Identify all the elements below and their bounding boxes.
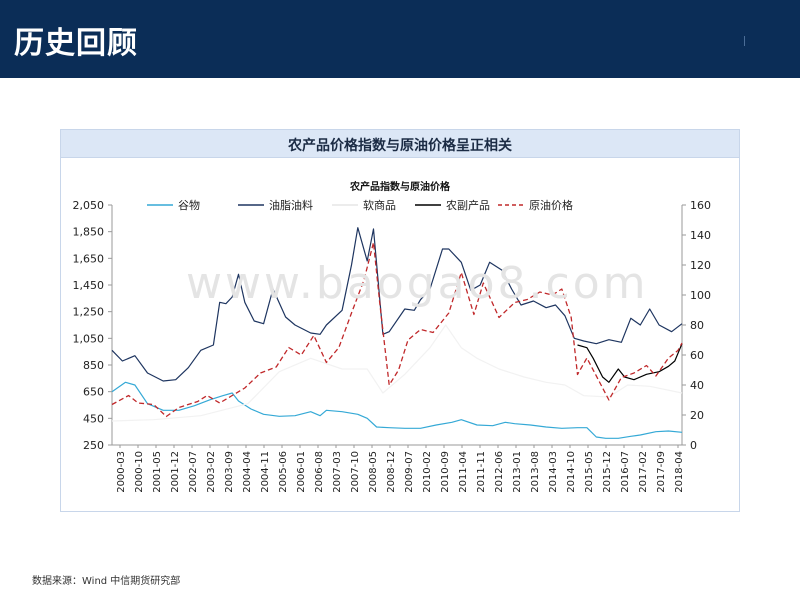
y-right-tick-label: 160 xyxy=(690,199,711,212)
x-tick-label: 2010-09 xyxy=(440,451,451,493)
series-line-1 xyxy=(111,227,683,382)
y-right-tick-label: 20 xyxy=(690,409,704,422)
y-right-tick-label: 120 xyxy=(690,259,711,272)
header-divider-mark xyxy=(744,36,745,46)
y-left-tick-label: 1,650 xyxy=(73,252,105,265)
chart-panel-title: 农产品价格指数与原油价格呈正相关 xyxy=(288,138,512,154)
series-line-2 xyxy=(111,324,683,422)
y-left-tick-label: 1,850 xyxy=(73,226,105,239)
y-right-tick-label: 0 xyxy=(690,439,697,452)
y-right-tick-label: 40 xyxy=(690,379,704,392)
x-tick-label: 2004-11 xyxy=(260,451,271,493)
x-tick-label: 2003-02 xyxy=(206,451,217,493)
x-tick-label: 2015-05 xyxy=(584,451,595,493)
y-left-tick-label: 850 xyxy=(83,359,104,372)
series-line-0 xyxy=(111,381,683,439)
legend-label-1: 油脂油料 xyxy=(269,198,313,212)
chart-panel-titlebar: 农产品价格指数与原油价格呈正相关 xyxy=(61,130,739,158)
x-tick-label: 2008-12 xyxy=(386,451,397,493)
y-left-tick-label: 1,450 xyxy=(73,279,105,292)
x-tick-label: 2008-05 xyxy=(368,451,379,493)
x-tick-label: 2017-09 xyxy=(656,451,667,493)
x-tick-label: 2003-09 xyxy=(224,451,235,493)
x-tick-label: 2006-01 xyxy=(296,451,307,493)
x-tick-label: 2014-10 xyxy=(566,451,577,493)
x-tick-label: 2007-03 xyxy=(332,451,343,493)
legend-label-4: 原油价格 xyxy=(529,198,573,212)
chart-panel: 农产品价格指数与原油价格呈正相关 xyxy=(60,129,740,512)
x-tick-label: 2015-12 xyxy=(602,451,613,493)
x-tick-label: 2018-04 xyxy=(674,451,685,493)
x-tick-label: 2014-03 xyxy=(548,451,559,493)
y-left-tick-label: 1,050 xyxy=(73,332,105,345)
y-left-tick-label: 250 xyxy=(83,439,104,452)
y-right-tick-label: 100 xyxy=(690,289,711,302)
legend-label-3: 农副产品 xyxy=(446,198,490,212)
y-right-tick-label: 80 xyxy=(690,319,704,332)
x-tick-label: 2005-06 xyxy=(278,451,289,493)
x-tick-label: 2017-02 xyxy=(638,451,649,493)
x-tick-label: 2013-01 xyxy=(512,451,523,493)
legend-label-2: 软商品 xyxy=(363,198,396,212)
x-tick-label: 2009-07 xyxy=(404,451,415,493)
x-tick-label: 2000-10 xyxy=(134,451,145,493)
series-line-3 xyxy=(577,343,683,383)
y-left-tick-label: 650 xyxy=(83,386,104,399)
x-tick-label: 2016-07 xyxy=(620,451,631,493)
y-left-tick-label: 450 xyxy=(83,412,104,425)
x-tick-label: 2011-11 xyxy=(476,451,487,493)
slide-title: 历史回顾 xyxy=(14,26,138,61)
x-tick-label: 2011-04 xyxy=(458,451,469,493)
x-tick-label: 2001-05 xyxy=(152,451,163,493)
x-tick-label: 2006-08 xyxy=(314,451,325,493)
y-left-tick-label: 1,250 xyxy=(73,306,105,319)
watermark-text: www.baogao8.com xyxy=(186,258,649,309)
x-tick-label: 2010-02 xyxy=(422,451,433,493)
series-line-4 xyxy=(111,241,683,418)
y-left-tick-label: 2,050 xyxy=(73,199,105,212)
header-bar: 历史回顾 xyxy=(0,0,800,78)
x-tick-label: 2004-04 xyxy=(242,451,253,493)
x-tick-label: 2007-10 xyxy=(350,451,361,493)
source-note: 数据来源：Wind 中信期货研究部 xyxy=(32,576,181,587)
legend-label-0: 谷物 xyxy=(178,198,200,212)
y-right-tick-label: 60 xyxy=(690,349,704,362)
x-tick-label: 2012-06 xyxy=(494,451,505,493)
x-tick-label: 2002-07 xyxy=(188,451,199,493)
chart-title: 农产品指数与原油价格 xyxy=(349,180,451,193)
x-tick-label: 2000-03 xyxy=(116,451,127,493)
y-right-tick-label: 140 xyxy=(690,229,711,242)
x-tick-label: 2001-12 xyxy=(170,451,181,493)
x-tick-label: 2013-08 xyxy=(530,451,541,493)
